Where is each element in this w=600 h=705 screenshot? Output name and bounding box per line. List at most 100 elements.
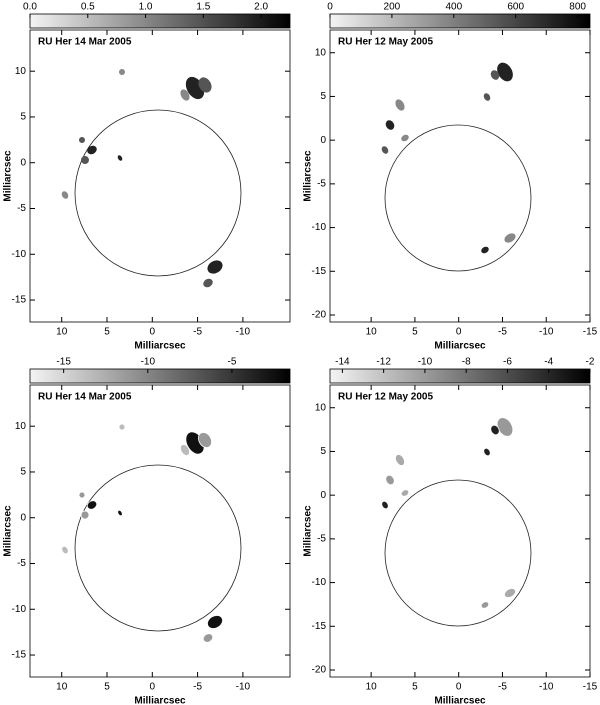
maser-spot (78, 491, 86, 499)
maser-spot (385, 474, 395, 486)
ring (384, 479, 532, 627)
x-tick-label: -10 (236, 682, 251, 693)
x-tick-label: 0 (150, 327, 156, 338)
maser-spot (504, 233, 516, 243)
x-tick-label: 10 (366, 327, 378, 338)
y-tick-label: 10 (15, 421, 27, 432)
panel-title: RU Her 14 Mar 2005 (38, 392, 132, 403)
maser-spot (80, 510, 90, 520)
x-tick-label: -10 (539, 327, 554, 338)
y-tick-label: -15 (12, 650, 27, 661)
colorbar-tick-label: 0 (327, 2, 333, 13)
x-tick-label: -5 (498, 682, 507, 693)
x-tick-label: 0 (150, 682, 156, 693)
y-tick-label: 0 (320, 490, 326, 501)
y-tick-label: 10 (315, 47, 327, 58)
y-tick-label: -5 (17, 558, 26, 569)
x-tick-label: 5 (412, 327, 418, 338)
x-axis-label: Milliarcsec (134, 696, 186, 705)
maser-spot (118, 423, 126, 431)
y-tick-label: 10 (15, 66, 27, 77)
maser-spot (207, 615, 223, 629)
maser-spot (400, 489, 410, 497)
y-tick-label: -15 (12, 295, 27, 306)
ring (74, 109, 242, 277)
x-axis-label: Milliarcsec (134, 341, 186, 352)
maser-spot (483, 93, 491, 101)
y-tick-label: 5 (20, 467, 26, 478)
x-tick-label: -15 (583, 327, 598, 338)
maser-spot (490, 70, 500, 80)
maser-spot (61, 545, 69, 555)
maser-spot (381, 500, 389, 510)
y-tick-label: -10 (12, 604, 27, 615)
ring (384, 124, 532, 272)
map (61, 423, 242, 643)
plot-frame (329, 29, 591, 323)
colorbar-tick-label: 0.5 (81, 2, 95, 13)
maser-spot (490, 424, 500, 436)
ring (74, 464, 242, 632)
maser-spot (385, 120, 395, 130)
y-tick-label: -15 (312, 621, 327, 632)
maser-spot (198, 77, 212, 93)
colorbar-tick-label: -8 (462, 357, 471, 368)
maser-spot (504, 588, 516, 598)
map (381, 62, 532, 272)
y-tick-label: -5 (17, 203, 26, 214)
y-tick-label: 5 (320, 446, 326, 457)
maser-spot (483, 447, 491, 457)
colorbar-tick-label: 400 (445, 2, 462, 13)
y-tick-label: 10 (315, 402, 327, 413)
y-tick-label: 0 (20, 157, 26, 168)
maser-spot (207, 260, 223, 274)
colorbar-tick-label: 2.0 (254, 2, 268, 13)
colorbar-tick-label: -10 (141, 357, 156, 368)
colorbar-tick-label: -10 (418, 357, 433, 368)
y-axis-label: Milliarcsec (303, 505, 314, 557)
colorbar-tick-label: 1.5 (196, 2, 210, 13)
panel: -14 -12 -10 -8 -6 -4 -2 RU Her 12 May 2005 10 5 0 -… (303, 357, 598, 705)
colorbar (29, 13, 291, 29)
colorbar-tick-label: -12 (376, 357, 391, 368)
y-tick-label: -15 (312, 266, 327, 277)
x-tick-label: 0 (456, 682, 462, 693)
y-tick-label: -20 (312, 310, 327, 321)
y-tick-label: -10 (312, 577, 327, 588)
maser-spot (198, 432, 212, 448)
panel: 0.0 0.5 1.0 1.5 2.0 RU Her 14 Mar 2005 10 5 0 -5 -… (3, 2, 291, 352)
x-tick-label: -5 (193, 327, 202, 338)
plot-frame (29, 384, 291, 678)
x-tick-label: -10 (236, 327, 251, 338)
y-axis-label: Milliarcsec (303, 150, 314, 202)
colorbar-tick-label: 0.0 (23, 2, 37, 13)
x-axis-label: Milliarcsec (434, 696, 486, 705)
y-tick-label: 0 (320, 135, 326, 146)
panel-title: RU Her 12 May 2005 (338, 37, 433, 48)
y-tick-label: 0 (20, 512, 26, 523)
x-tick-label: 10 (56, 327, 68, 338)
x-tick-label: -5 (498, 327, 507, 338)
maser-spot (180, 89, 190, 101)
x-tick-label: 0 (456, 327, 462, 338)
colorbar-tick-label: -4 (544, 357, 553, 368)
maser-spot (395, 99, 405, 111)
colorbar (329, 13, 591, 29)
maser-spot (86, 500, 98, 510)
x-tick-label: 10 (56, 682, 68, 693)
colorbar-tick-label: -5 (227, 357, 236, 368)
y-tick-label: 5 (320, 91, 326, 102)
x-tick-label: 5 (412, 682, 418, 693)
y-tick-label: -20 (312, 665, 327, 676)
y-tick-label: -5 (317, 179, 326, 190)
y-tick-label: -10 (312, 222, 327, 233)
x-tick-label: 5 (104, 327, 110, 338)
maser-spot (81, 156, 89, 164)
panel: 0 200 400 600 800 RU Her 12 May 2005 10 5 0 -5 -10… (303, 2, 598, 352)
maser-spot (79, 137, 85, 143)
map (61, 69, 242, 288)
y-tick-label: 5 (20, 112, 26, 123)
colorbar-tick-label: -2 (586, 357, 595, 368)
